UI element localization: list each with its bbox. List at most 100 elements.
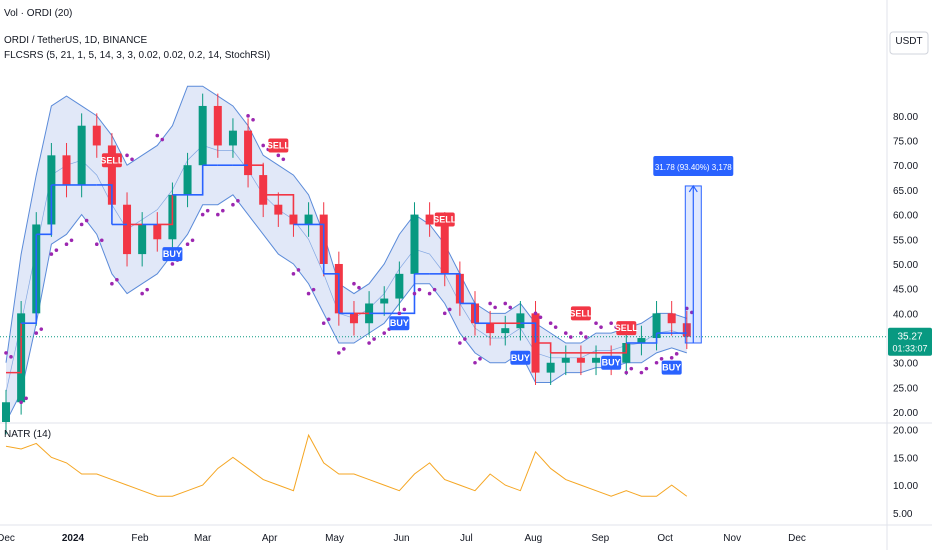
candle-body bbox=[183, 165, 192, 195]
time-tick-label: Dec bbox=[0, 533, 15, 544]
time-tick-label: Mar bbox=[194, 533, 212, 544]
sell-signal[interactable]: SELL bbox=[267, 138, 291, 153]
sar-dot bbox=[352, 281, 356, 286]
sar-dot bbox=[493, 305, 497, 310]
currency-button[interactable] bbox=[889, 31, 929, 55]
candle bbox=[62, 142, 71, 198]
sar-dot bbox=[463, 337, 467, 341]
sar-dot bbox=[185, 242, 190, 247]
sell-signal[interactable]: SELL bbox=[433, 212, 457, 227]
candle bbox=[667, 301, 676, 336]
sar-dot bbox=[372, 337, 376, 341]
candle-body bbox=[228, 130, 237, 146]
measure-arrowhead bbox=[688, 184, 698, 193]
buy-signal[interactable]: BUY bbox=[661, 360, 682, 375]
candle-body bbox=[304, 214, 313, 225]
natr-tick-label: 20.00 bbox=[893, 426, 918, 437]
sar-dot bbox=[24, 396, 28, 401]
buy-signal[interactable]: BUY bbox=[162, 247, 183, 262]
time-tick-label: Jul bbox=[460, 533, 473, 544]
signal-label: BUY bbox=[390, 318, 409, 328]
signal-box bbox=[162, 247, 183, 262]
volume-label[interactable]: Vol · ORDI (20) bbox=[4, 8, 72, 19]
sar-dot bbox=[412, 291, 417, 296]
trend-step-line bbox=[36, 184, 53, 236]
candle-body bbox=[440, 224, 449, 274]
buy-signal[interactable]: BUY bbox=[389, 316, 410, 331]
trend-step-line bbox=[96, 184, 113, 225]
trend-step-line bbox=[535, 342, 552, 353]
candle-body bbox=[501, 328, 510, 334]
sar-dot bbox=[427, 291, 432, 296]
candle-body bbox=[107, 145, 116, 205]
candle bbox=[349, 301, 358, 336]
sar-dot bbox=[538, 315, 543, 320]
measure-label[interactable]: 31.78 (93.40%) 3,178 bbox=[653, 155, 734, 176]
candle-body bbox=[138, 224, 147, 255]
price-tag-countdown: 01:33:07 bbox=[892, 344, 927, 354]
signal-label: SELL bbox=[569, 308, 593, 318]
signal-box bbox=[434, 212, 455, 227]
sar-dot bbox=[624, 370, 629, 375]
sar-dot bbox=[246, 114, 250, 118]
sell-signal[interactable]: SELL bbox=[569, 306, 593, 321]
candle bbox=[425, 202, 434, 237]
candle-body bbox=[2, 402, 10, 422]
sar-dot bbox=[49, 252, 54, 256]
sar-dot bbox=[291, 272, 296, 276]
sar-dot bbox=[200, 212, 205, 217]
sar-dot bbox=[447, 307, 452, 312]
signal-label: SELL bbox=[100, 155, 124, 165]
sar-dot bbox=[553, 325, 558, 329]
signal-box bbox=[268, 138, 289, 153]
sar-dot bbox=[205, 208, 210, 213]
measure-label-text: 31.78 (93.40%) 3,178 bbox=[655, 163, 732, 172]
candle-body bbox=[682, 323, 691, 337]
price-tick-label: 60.00 bbox=[893, 211, 918, 222]
natr-line bbox=[5, 433, 688, 497]
price-tick-label: 30.00 bbox=[893, 359, 918, 370]
buy-signal[interactable]: BUY bbox=[510, 350, 531, 365]
sar-dot bbox=[644, 366, 649, 371]
sar-dot bbox=[281, 157, 286, 162]
symbol-label[interactable]: ORDI / TetherUS, 1D, BINANCE bbox=[4, 35, 148, 46]
time-tick-label: Nov bbox=[723, 533, 741, 544]
candle bbox=[153, 212, 162, 252]
sar-dot bbox=[432, 287, 437, 292]
buy-signal[interactable]: BUY bbox=[601, 355, 622, 370]
candle-body bbox=[667, 313, 676, 324]
candle-body bbox=[425, 214, 434, 225]
signal-box bbox=[389, 316, 410, 331]
sar-dot bbox=[34, 331, 39, 335]
candle-body bbox=[516, 313, 525, 329]
sar-dot bbox=[473, 360, 477, 365]
sar-dot bbox=[231, 202, 235, 207]
sar-dot bbox=[216, 212, 220, 217]
time-tick-label: Sep bbox=[591, 533, 609, 544]
sar-dot bbox=[39, 327, 44, 331]
candle-body bbox=[652, 313, 661, 339]
candle-body bbox=[92, 125, 101, 146]
time-tick-label: Feb bbox=[131, 533, 149, 544]
sell-signal[interactable]: SELL bbox=[615, 321, 639, 336]
sar-dot bbox=[64, 242, 69, 247]
time-tick-label: Oct bbox=[657, 533, 673, 544]
sar-dot bbox=[130, 157, 134, 162]
candle bbox=[228, 118, 237, 158]
currency-label[interactable]: USDT bbox=[895, 36, 922, 47]
candle bbox=[637, 325, 646, 356]
trend-step-line bbox=[459, 302, 476, 324]
sar-dot bbox=[478, 356, 482, 361]
indicator-label[interactable]: FLCSRS (5, 21, 1, 5, 14, 3, 3, 0.02, 0.0… bbox=[4, 50, 270, 61]
sar-dot bbox=[629, 366, 634, 371]
trend-step-line bbox=[278, 194, 295, 225]
natr-label[interactable]: NATR (14) bbox=[4, 429, 51, 440]
signal-label: SELL bbox=[267, 140, 291, 150]
sell-signal[interactable]: SELL bbox=[100, 153, 124, 168]
candle-body bbox=[576, 357, 585, 363]
signal-label: BUY bbox=[163, 249, 182, 259]
sar-dot bbox=[609, 321, 613, 326]
